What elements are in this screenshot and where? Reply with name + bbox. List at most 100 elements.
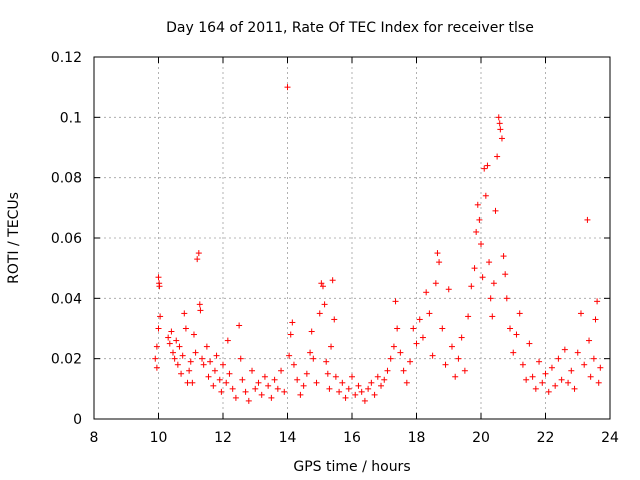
data-point: [224, 337, 231, 344]
data-point: [384, 367, 391, 374]
data-point: [526, 340, 533, 347]
data-point: [529, 373, 536, 380]
data-point: [216, 376, 223, 383]
data-point: [223, 379, 230, 386]
data-point: [153, 364, 160, 371]
y-tick-label: 0.1: [60, 110, 82, 126]
data-point: [218, 388, 225, 395]
data-point: [181, 310, 188, 317]
data-point: [448, 343, 455, 350]
data-point: [200, 361, 207, 368]
data-point: [429, 352, 436, 359]
data-point: [532, 385, 539, 392]
data-point: [286, 352, 293, 359]
data-point: [252, 385, 259, 392]
data-point: [434, 250, 441, 257]
data-point: [413, 340, 420, 347]
data-point: [345, 385, 352, 392]
data-point: [397, 349, 404, 356]
x-tick-label: 18: [408, 430, 426, 446]
data-point: [174, 361, 181, 368]
data-point: [390, 343, 397, 350]
data-point: [303, 370, 310, 377]
data-point: [307, 349, 314, 356]
data-point: [587, 373, 594, 380]
data-point: [561, 346, 568, 353]
data-point: [310, 355, 317, 362]
data-point: [392, 298, 399, 305]
data-point: [153, 343, 160, 350]
data-point: [586, 337, 593, 344]
x-tick-label: 12: [214, 430, 232, 446]
data-point: [597, 364, 604, 371]
data-point: [199, 355, 206, 362]
data-point: [577, 310, 584, 317]
data-point: [439, 325, 446, 332]
data-point: [242, 388, 249, 395]
data-point: [555, 355, 562, 362]
data-point: [332, 373, 339, 380]
data-point: [156, 283, 163, 290]
data-point: [207, 358, 214, 365]
data-point: [368, 379, 375, 386]
data-point: [565, 379, 572, 386]
data-point: [478, 241, 484, 248]
data-point: [423, 289, 430, 296]
data-point: [331, 316, 338, 323]
data-point: [387, 355, 394, 362]
data-point: [336, 388, 343, 395]
data-point: [594, 298, 601, 305]
y-tick-label: 0.02: [51, 352, 82, 368]
data-point: [155, 274, 162, 281]
x-tick-label: 8: [90, 430, 99, 446]
data-point: [516, 310, 523, 317]
data-point: [482, 192, 489, 199]
data-point: [205, 373, 212, 380]
x-tick-label: 14: [279, 430, 297, 446]
data-point: [171, 355, 178, 362]
data-point: [237, 355, 244, 362]
grid-lines: [94, 57, 610, 419]
data-point: [281, 388, 288, 395]
data-point: [558, 376, 565, 383]
data-point: [416, 316, 423, 323]
data-point: [455, 355, 462, 362]
data-point: [465, 313, 472, 320]
data-point: [157, 313, 164, 320]
data-point: [189, 379, 196, 386]
data-point: [519, 361, 526, 368]
data-point: [590, 355, 597, 362]
data-point: [584, 216, 591, 223]
data-point: [484, 162, 491, 169]
data-point: [545, 388, 552, 395]
data-point: [213, 352, 220, 359]
data-point: [349, 373, 355, 380]
data-point: [186, 367, 193, 374]
data-point: [410, 325, 417, 332]
data-point: [442, 361, 449, 368]
data-point: [313, 379, 320, 386]
data-point: [178, 370, 185, 377]
data-point: [571, 385, 578, 392]
data-point: [249, 367, 256, 374]
data-point: [492, 207, 499, 214]
data-point: [592, 316, 599, 323]
data-point: [419, 334, 426, 341]
data-point: [261, 373, 268, 380]
x-tick-label: 20: [472, 430, 490, 446]
data-point: [319, 283, 326, 290]
data-point: [245, 397, 252, 404]
data-point: [196, 301, 203, 308]
data-point: [581, 361, 588, 368]
y-tick-labels: 0 0.02 0.04 0.06 0.08 0.1 0.12: [51, 50, 82, 428]
y-tick-label: 0: [73, 412, 82, 428]
data-point: [294, 376, 301, 383]
data-point: [210, 382, 217, 389]
data-point: [192, 349, 199, 356]
data-point: [452, 373, 459, 380]
data-point: [568, 367, 575, 374]
data-point: [308, 328, 315, 335]
data-point: [400, 367, 407, 374]
data-point: [371, 391, 378, 398]
data-point: [165, 334, 172, 341]
